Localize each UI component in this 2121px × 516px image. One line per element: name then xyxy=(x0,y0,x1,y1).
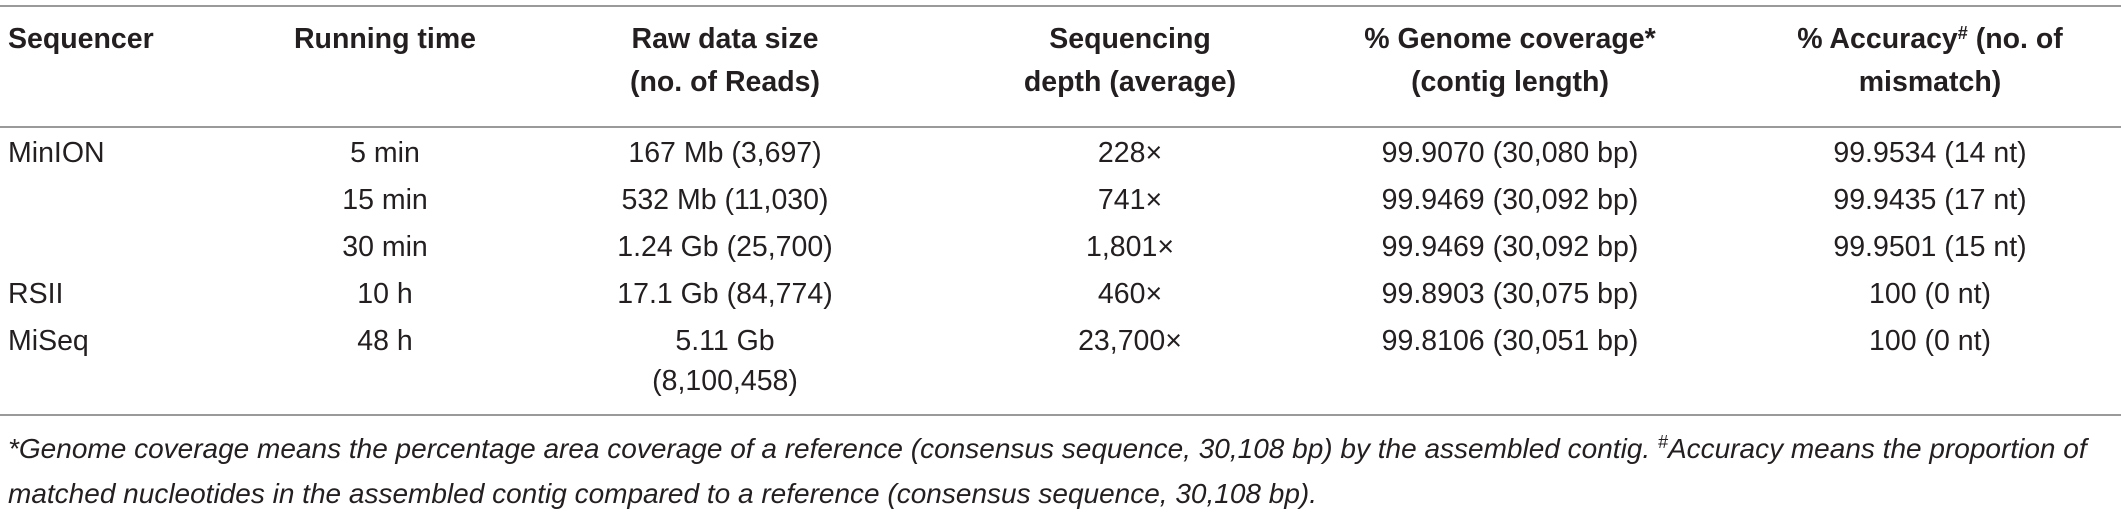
header-running-time: Running time xyxy=(293,23,477,55)
header-coverage-line2: (contig length) xyxy=(1411,66,1609,98)
cell-accuracy: 99.9534 (14 nt) xyxy=(1833,137,2027,169)
table-bottom-rule xyxy=(0,414,2121,416)
cell-accuracy: 100 (0 nt) xyxy=(1869,325,1991,357)
cell-depth: 228× xyxy=(1097,137,1163,169)
cell-running-time: 15 min xyxy=(342,184,428,216)
cell-raw-data-line2: (8,100,458) xyxy=(652,365,798,397)
cell-coverage: 99.8903 (30,075 bp) xyxy=(1381,278,1639,310)
cell-depth: 741× xyxy=(1097,184,1163,216)
cell-accuracy: 99.9435 (17 nt) xyxy=(1833,184,2027,216)
cell-running-time: 5 min xyxy=(350,137,420,169)
cell-sequencer: RSII xyxy=(8,278,64,310)
cell-raw-data: 167 Mb (3,697) xyxy=(628,137,822,169)
table-top-rule xyxy=(0,5,2121,7)
footnote-hash-symbol: # xyxy=(1657,432,1668,452)
footnote-coverage-text: *Genome coverage means the percentage ar… xyxy=(8,433,1658,464)
header-accuracy-line2: mismatch) xyxy=(1858,66,2002,98)
table-footnote: *Genome coverage means the percentage ar… xyxy=(8,426,2118,516)
cell-running-time: 10 h xyxy=(357,278,413,310)
cell-raw-data: 17.1 Gb (84,774) xyxy=(617,278,833,310)
cell-accuracy: 99.9501 (15 nt) xyxy=(1833,231,2027,263)
header-depth-line1: Sequencing xyxy=(1049,23,1211,55)
cell-accuracy: 100 (0 nt) xyxy=(1869,278,1991,310)
header-coverage-line1: % Genome coverage* xyxy=(1364,23,1656,55)
header-depth-line2: depth (average) xyxy=(1023,66,1237,98)
cell-depth: 460× xyxy=(1097,278,1163,310)
cell-depth: 23,700× xyxy=(1078,325,1182,357)
header-sequencer: Sequencer xyxy=(8,23,154,55)
cell-raw-data: 532 Mb (11,030) xyxy=(621,184,829,216)
cell-sequencer: MinION xyxy=(8,137,105,169)
cell-running-time: 48 h xyxy=(357,325,413,357)
cell-coverage: 99.9469 (30,092 bp) xyxy=(1381,231,1639,263)
cell-running-time: 30 min xyxy=(342,231,428,263)
header-raw-data-line1: Raw data size xyxy=(631,23,819,55)
cell-raw-data: 5.11 Gb xyxy=(675,325,775,357)
cell-coverage: 99.9469 (30,092 bp) xyxy=(1381,184,1639,216)
cell-coverage: 99.8106 (30,051 bp) xyxy=(1381,325,1639,357)
cell-depth: 1,801× xyxy=(1086,231,1174,263)
header-raw-data-line2: (no. of Reads) xyxy=(630,66,820,98)
cell-raw-data: 1.24 Gb (25,700) xyxy=(617,231,833,263)
footnote-accuracy-text: Accuracy means the proportion of matched… xyxy=(8,433,2087,509)
table-header-rule xyxy=(0,126,2121,128)
header-accuracy-line1: % Accuracy# (no. of xyxy=(1797,23,2063,55)
cell-coverage: 99.9070 (30,080 bp) xyxy=(1381,137,1639,169)
cell-sequencer: MiSeq xyxy=(8,325,89,357)
